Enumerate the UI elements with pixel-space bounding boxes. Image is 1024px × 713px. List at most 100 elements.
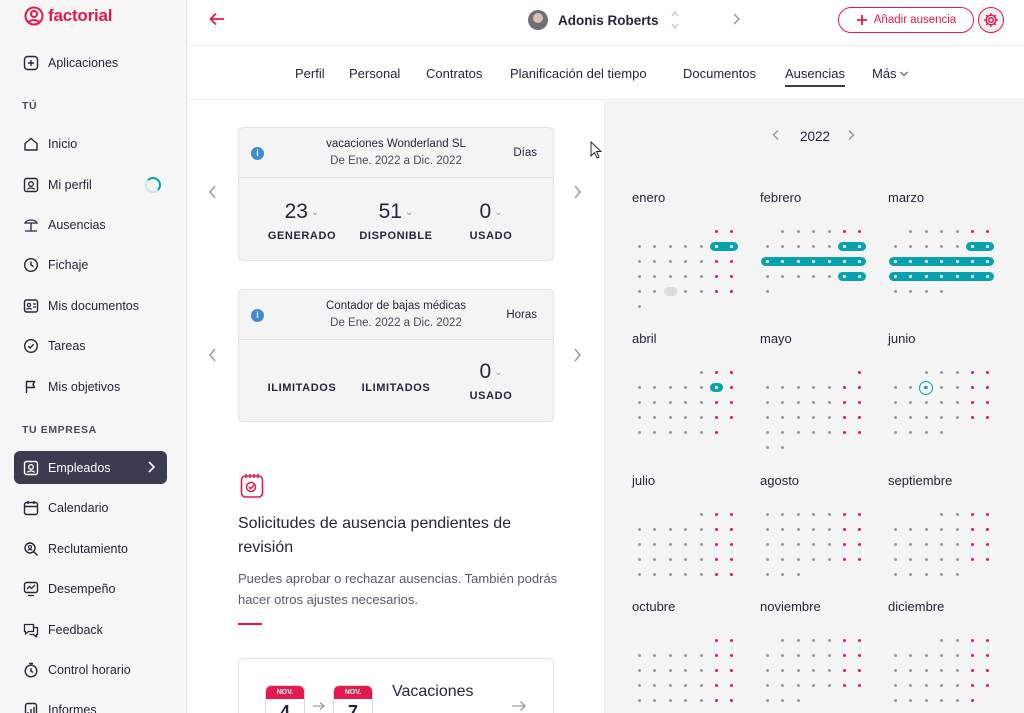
calendar-day[interactable] <box>715 416 718 419</box>
calendar-day[interactable] <box>699 431 703 434</box>
calendar-day[interactable] <box>781 699 785 702</box>
calendar-day[interactable] <box>653 290 657 293</box>
absence-bar[interactable] <box>966 242 995 251</box>
calendar-day[interactable] <box>715 513 718 516</box>
calendar-day[interactable] <box>638 401 641 404</box>
calendar-day[interactable] <box>986 401 990 404</box>
calendar-day[interactable] <box>715 639 718 642</box>
stat-generado[interactable]: 23 ⌄ GENERADO <box>259 200 345 242</box>
calendar-day[interactable] <box>827 230 831 233</box>
calendar-day[interactable] <box>684 699 688 702</box>
calendar-day[interactable] <box>971 699 974 702</box>
month-septiembre[interactable]: septiembre <box>888 473 1016 603</box>
calendar-day[interactable] <box>684 558 688 561</box>
calendar-day[interactable] <box>715 260 718 263</box>
calendar-day[interactable] <box>684 416 688 419</box>
chevron-left-icon[interactable] <box>208 184 218 205</box>
sidebar-item-informes[interactable]: Informes <box>14 693 167 713</box>
calendar-day[interactable] <box>843 639 846 642</box>
calendar-day[interactable] <box>940 543 944 546</box>
calendar-day[interactable] <box>668 245 672 248</box>
calendar-day[interactable] <box>955 699 959 702</box>
calendar-day[interactable] <box>653 528 657 531</box>
calendar-day[interactable] <box>827 275 831 278</box>
calendar-day[interactable] <box>955 528 959 531</box>
calendar-day[interactable] <box>894 386 897 389</box>
calendar-day[interactable] <box>940 528 944 531</box>
sidebar-item-control-horario[interactable]: Control horario <box>14 653 167 686</box>
month-diciembre[interactable]: diciembre <box>888 599 1016 713</box>
calendar-day[interactable] <box>843 230 846 233</box>
calendar-day[interactable] <box>781 416 785 419</box>
calendar-day[interactable] <box>909 654 913 657</box>
calendar-day[interactable] <box>638 260 641 263</box>
calendar-day[interactable] <box>971 654 974 657</box>
calendar-day[interactable] <box>781 386 785 389</box>
calendar-day[interactable] <box>684 543 688 546</box>
calendar-day[interactable] <box>730 684 734 687</box>
calendar-day[interactable] <box>781 528 785 531</box>
calendar-day[interactable] <box>730 558 734 561</box>
calendar-day[interactable] <box>971 513 974 516</box>
calendar-day[interactable] <box>796 401 800 404</box>
calendar-day[interactable] <box>715 558 718 561</box>
calendar-day[interactable] <box>971 230 974 233</box>
calendar-day[interactable] <box>827 528 831 531</box>
calendar-day[interactable] <box>781 513 785 516</box>
calendar-day[interactable] <box>638 543 641 546</box>
calendar-day[interactable] <box>924 245 928 248</box>
calendar-day[interactable] <box>699 401 703 404</box>
calendar-day[interactable] <box>843 416 846 419</box>
absence-bar[interactable] <box>889 272 995 281</box>
calendar-day[interactable] <box>858 401 862 404</box>
calendar-day[interactable] <box>730 401 734 404</box>
calendar-day[interactable] <box>715 371 718 374</box>
calendar-day[interactable] <box>843 513 846 516</box>
info-icon[interactable]: i <box>251 309 264 322</box>
calendar-day[interactable] <box>653 558 657 561</box>
calendar-day[interactable] <box>653 573 657 576</box>
calendar-day[interactable] <box>858 371 862 374</box>
calendar-day[interactable] <box>638 290 641 293</box>
calendar-day[interactable] <box>638 275 641 278</box>
calendar-day[interactable] <box>781 639 785 642</box>
calendar-day[interactable] <box>730 573 734 576</box>
calendar-day[interactable] <box>781 543 785 546</box>
calendar-day[interactable] <box>796 573 800 576</box>
calendar-day[interactable] <box>715 654 718 657</box>
calendar-day[interactable] <box>986 230 990 233</box>
calendar-day[interactable] <box>940 684 944 687</box>
calendar-day[interactable] <box>894 684 897 687</box>
calendar-day[interactable] <box>730 230 734 233</box>
chevron-left-icon[interactable] <box>208 347 218 368</box>
calendar-day[interactable] <box>986 684 990 687</box>
calendar-day[interactable] <box>894 245 897 248</box>
calendar-day[interactable] <box>766 416 769 419</box>
month-noviembre[interactable]: noviembre <box>760 599 888 713</box>
calendar-day[interactable] <box>766 543 769 546</box>
calendar-day[interactable] <box>971 401 974 404</box>
calendar-day[interactable] <box>894 543 897 546</box>
calendar-day[interactable] <box>730 290 734 293</box>
calendar-day[interactable] <box>699 513 703 516</box>
month-abril[interactable]: abril <box>632 331 760 461</box>
calendar-day[interactable] <box>699 290 703 293</box>
calendar-day[interactable] <box>668 416 672 419</box>
calendar-day[interactable] <box>699 543 703 546</box>
calendar-day[interactable] <box>924 543 928 546</box>
calendar-day[interactable] <box>909 230 913 233</box>
calendar-day[interactable] <box>955 639 959 642</box>
arrow-right-icon[interactable] <box>511 699 527 713</box>
calendar-day[interactable] <box>715 669 718 672</box>
calendar-day[interactable] <box>730 513 734 516</box>
calendar-day[interactable] <box>986 528 990 531</box>
calendar-day[interactable] <box>940 371 944 374</box>
calendar-day[interactable] <box>684 669 688 672</box>
calendar-day[interactable] <box>955 371 959 374</box>
calendar-day[interactable] <box>684 654 688 657</box>
employee-selector[interactable]: Adonis Roberts <box>528 10 659 30</box>
calendar-day[interactable] <box>955 230 959 233</box>
calendar-day[interactable] <box>730 669 734 672</box>
calendar-day[interactable] <box>781 558 785 561</box>
calendar-day[interactable] <box>766 431 769 434</box>
